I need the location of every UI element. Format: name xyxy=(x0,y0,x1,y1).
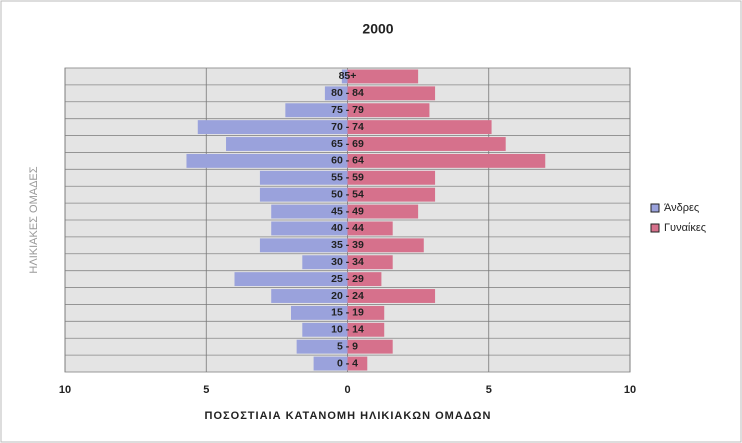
bar xyxy=(296,339,348,354)
category-label: 40 - 44 xyxy=(331,222,364,234)
bar xyxy=(347,170,436,185)
x-tick-label: 10 xyxy=(59,384,71,396)
x-tick-label: 5 xyxy=(486,384,492,396)
bar xyxy=(302,322,348,337)
bar xyxy=(347,272,382,287)
category-label: 45 - 49 xyxy=(331,205,364,217)
category-label: 60 - 64 xyxy=(331,155,364,167)
legend-label: Γυναίκες xyxy=(664,222,706,234)
bar xyxy=(234,272,348,287)
x-tick-label: 0 xyxy=(344,384,350,396)
bar xyxy=(271,221,348,236)
y-axis-title: ΗΛΙΚΙΑΚΕΣ ΟΜΑΔΕΣ xyxy=(28,166,40,273)
category-label: 80 - 84 xyxy=(331,87,364,99)
bar xyxy=(347,86,436,101)
x-axis-title: ΠΟΣΟΣΤΙΑΙΑ ΚΑΤΑΝΟΜΗ ΗΛΙΚΙΑΚΩΝ ΟΜΑΔΩΝ xyxy=(205,410,492,422)
legend-label: Άνδρες xyxy=(664,202,699,214)
category-label: 50 - 54 xyxy=(331,188,364,200)
bar xyxy=(347,103,430,118)
category-label: 35 - 39 xyxy=(331,239,364,251)
category-label: 70 - 74 xyxy=(331,121,364,133)
bar xyxy=(347,153,546,168)
bar xyxy=(259,238,348,253)
bar xyxy=(347,204,419,219)
category-label: 55 - 59 xyxy=(331,172,364,184)
bar xyxy=(347,322,385,337)
bar xyxy=(313,356,348,371)
category-label: 15 - 19 xyxy=(331,307,364,319)
category-label: 85+ xyxy=(339,70,357,82)
bar xyxy=(347,120,492,135)
bar xyxy=(347,238,424,253)
category-label: 75 - 79 xyxy=(331,104,364,116)
bar xyxy=(347,137,506,151)
category-label: 25 - 29 xyxy=(331,273,364,285)
category-label: 0 - 4 xyxy=(337,357,358,369)
bar xyxy=(291,305,348,320)
x-tick-label: 10 xyxy=(624,384,636,396)
bar xyxy=(271,289,348,303)
bar xyxy=(186,153,348,168)
x-tick-label: 5 xyxy=(203,384,209,396)
category-label: 65 - 69 xyxy=(331,138,364,150)
category-label: 30 - 34 xyxy=(331,256,364,268)
bar xyxy=(302,255,348,270)
bar xyxy=(347,356,368,371)
bar xyxy=(347,289,436,303)
category-label: 20 - 24 xyxy=(331,290,364,302)
bar xyxy=(226,137,348,151)
bar xyxy=(347,339,393,354)
bar xyxy=(347,69,419,84)
category-label: 5 - 9 xyxy=(337,340,358,352)
bar xyxy=(197,120,348,135)
bar xyxy=(271,204,348,219)
bar xyxy=(324,86,348,101)
bar xyxy=(347,255,393,270)
bar xyxy=(347,305,385,320)
bar xyxy=(347,221,393,236)
bar xyxy=(259,187,348,202)
bar xyxy=(347,187,436,202)
bar xyxy=(259,170,348,185)
legend-swatch xyxy=(650,223,660,233)
chart-title: 2000 xyxy=(362,21,393,37)
legend-swatch xyxy=(650,203,660,213)
bar xyxy=(285,103,348,118)
category-label: 10 - 14 xyxy=(331,324,364,336)
bar xyxy=(341,69,348,84)
